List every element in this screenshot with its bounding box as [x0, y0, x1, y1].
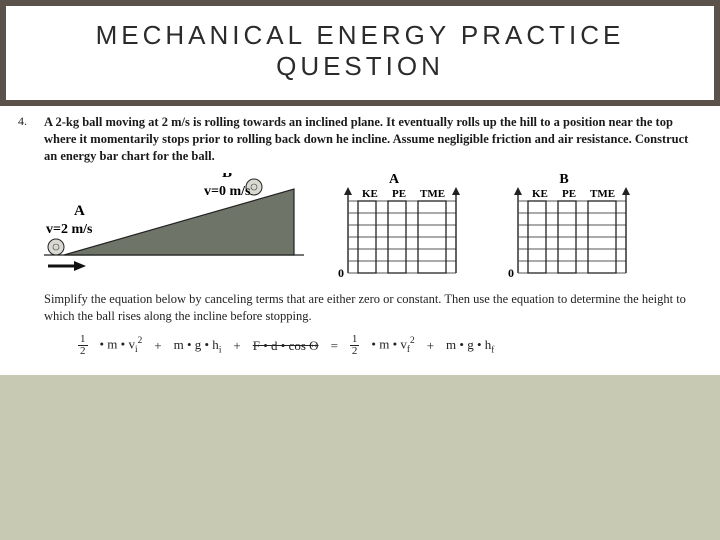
slide-title: MECHANICAL ENERGY PRACTICE QUESTION — [6, 6, 714, 100]
plus-2: + — [233, 338, 240, 354]
col-pe-a: PE — [392, 188, 406, 200]
chart-a-title: A — [389, 173, 400, 187]
zero-b: 0 — [508, 266, 514, 280]
question-row: 4. A 2-kg ball moving at 2 m/s is rollin… — [18, 114, 702, 165]
velocity-b: v=0 m/s — [204, 184, 251, 199]
term-pe-f: m • g • hf — [446, 337, 494, 356]
header-band: MECHANICAL ENERGY PRACTICE QUESTION — [0, 0, 720, 106]
content-area: 4. A 2-kg ball moving at 2 m/s is rollin… — [0, 106, 720, 375]
title-line-2: QUESTION — [276, 51, 444, 81]
fraction-half-right: 12 — [350, 334, 360, 357]
fraction-half-left: 12 — [78, 334, 88, 357]
question-number: 4. — [18, 114, 44, 129]
barchart-b: B KE PE TME 0 — [494, 173, 644, 281]
chart-b-title: B — [559, 173, 568, 187]
col-ke-b: KE — [532, 188, 548, 200]
title-line-1: MECHANICAL ENERGY PRACTICE — [96, 20, 625, 50]
question-prompt: A 2-kg ball moving at 2 m/s is rolling t… — [44, 114, 702, 165]
term-work-struck: F • d • cos Θ — [253, 338, 319, 354]
velocity-a: v=2 m/s — [46, 222, 93, 237]
label-b: B — [222, 173, 232, 181]
energy-equation: 12 • m • vi2 + m • g • hi + F • d • cos … — [78, 334, 702, 357]
barchart-a: A KE PE TME — [324, 173, 474, 281]
zero-a: 0 — [338, 266, 344, 280]
col-tme-a: TME — [420, 188, 445, 200]
diagram-row: A v=2 m/s B v=0 m/s A KE PE TME — [44, 173, 702, 281]
term-ke-i: • m • vi2 — [100, 336, 143, 355]
col-pe-b: PE — [562, 188, 576, 200]
plus-3: + — [427, 338, 434, 354]
incline-diagram: A v=2 m/s B v=0 m/s — [44, 173, 304, 281]
col-ke-a: KE — [362, 188, 378, 200]
simplify-text: Simplify the equation below by canceling… — [44, 291, 702, 325]
col-tme-b: TME — [590, 188, 615, 200]
plus-1: + — [154, 338, 161, 354]
term-pe-i: m • g • hi — [174, 337, 222, 356]
term-ke-f: • m • vf2 — [371, 336, 414, 355]
label-a: A — [74, 203, 85, 219]
ball-a — [48, 239, 64, 255]
incline-wedge — [64, 189, 294, 255]
equals: = — [331, 338, 338, 354]
